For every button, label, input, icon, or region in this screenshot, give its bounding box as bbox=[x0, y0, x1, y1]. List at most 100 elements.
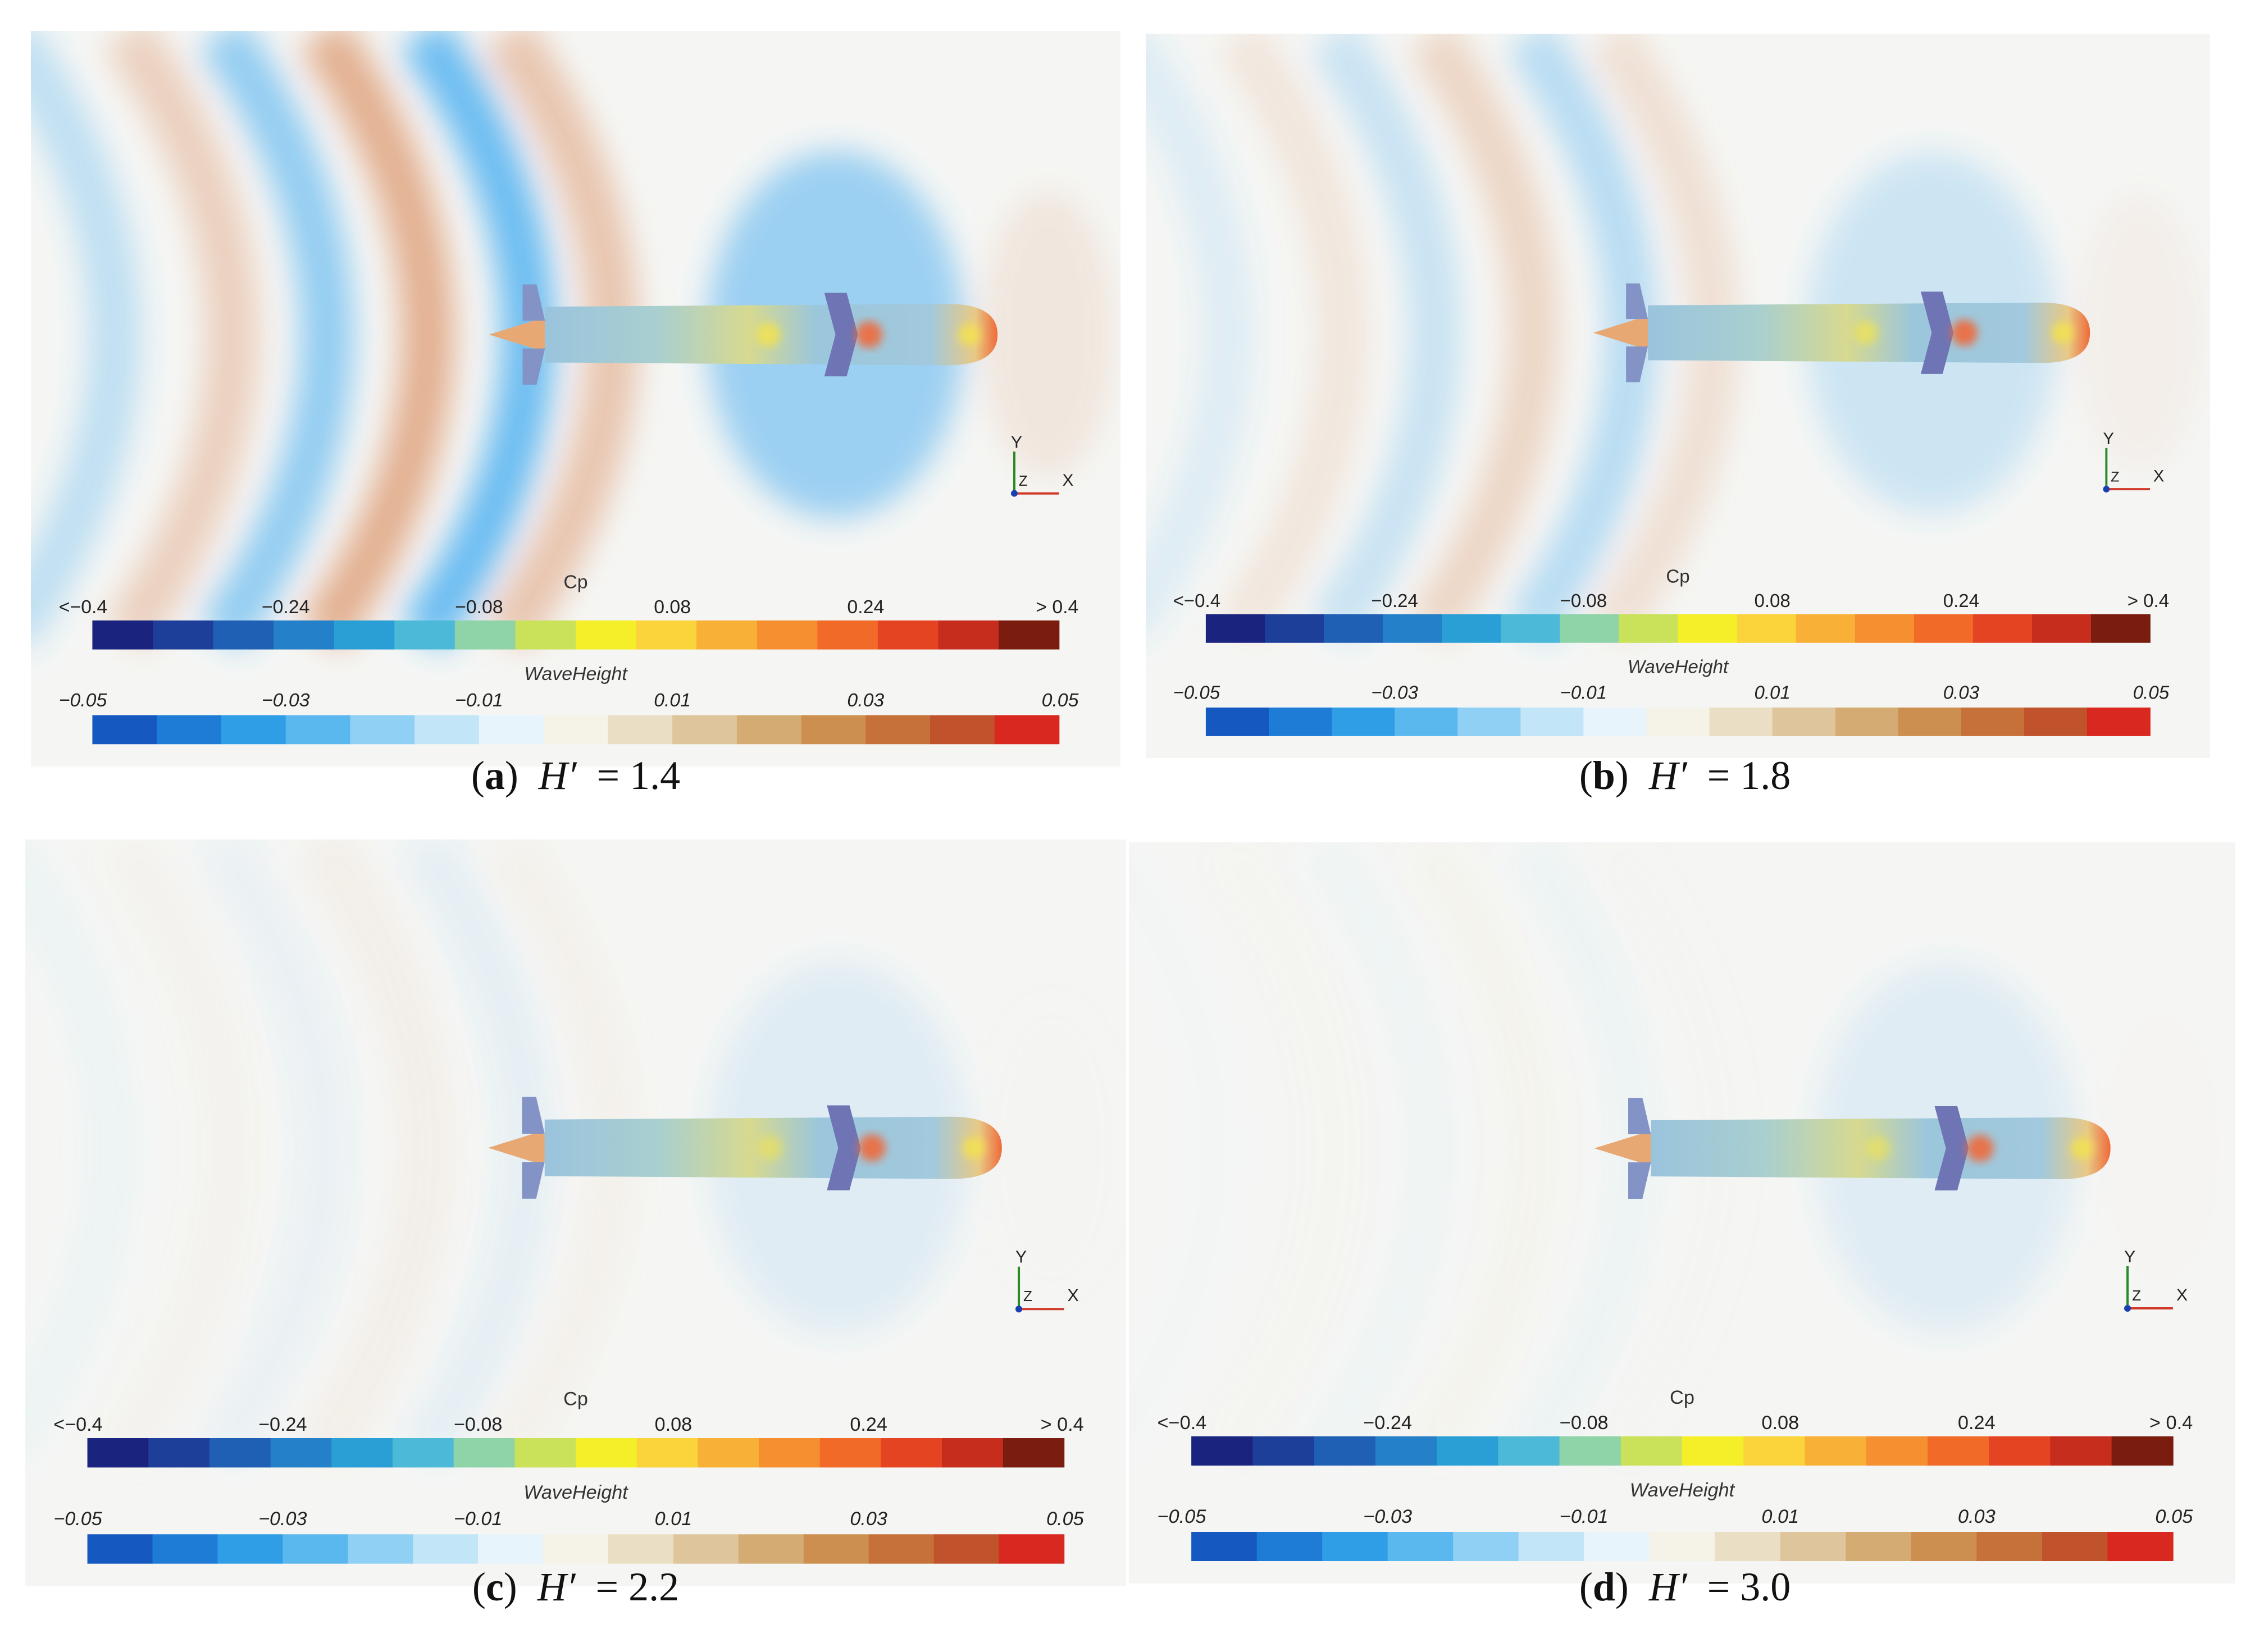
cp-colorbar-swatch bbox=[1796, 614, 1856, 643]
waveheight-tick-label: −0.05 bbox=[1158, 1506, 1207, 1527]
cp-colorbar-swatch bbox=[1559, 1436, 1621, 1466]
waveheight-colorbar-swatch bbox=[1976, 1532, 2043, 1561]
waveheight-colorbar-swatch bbox=[1646, 708, 1710, 736]
submarine-body bbox=[1594, 1098, 2111, 1199]
submarine-body bbox=[488, 1097, 1002, 1199]
waveheight-colorbar-swatch bbox=[673, 1534, 739, 1564]
axis-triad: Y Z X bbox=[2124, 1248, 2188, 1312]
cp-colorbar-swatch bbox=[1855, 614, 1915, 643]
waveheight-colorbar-swatch bbox=[608, 715, 673, 745]
cp-colorbar-swatch bbox=[515, 620, 576, 650]
caption-letter: d bbox=[1592, 1564, 1615, 1609]
cp-colorbar-swatch bbox=[1324, 614, 1383, 643]
waveheight-colorbar-swatch bbox=[865, 715, 931, 745]
waveheight-colorbar: WaveHeight −0.05 −0.03 −0.01 0.01 0.03 0.05 bbox=[59, 663, 1079, 745]
cp-tick-label: <−0.4 bbox=[1158, 1412, 1207, 1434]
panel-caption-b: (b) H′ = 1.8 bbox=[1579, 753, 1791, 798]
waveheight-colorbar-swatch bbox=[1453, 1532, 1519, 1561]
waveheight-colorbar-swatch bbox=[1649, 1532, 1716, 1561]
waveheight-colorbar-swatch bbox=[1846, 1532, 1912, 1561]
submarine-body bbox=[489, 284, 998, 385]
cp-colorbar-swatch bbox=[881, 1438, 942, 1468]
waveheight-colorbar-swatch bbox=[1268, 708, 1332, 736]
cp-tick-label: > 0.4 bbox=[1036, 596, 1078, 618]
waveheight-tick-label: −0.03 bbox=[262, 690, 310, 711]
cp-colorbar: Cp <−0.4 −0.24 −0.08 0.08 0.24 > 0.4 bbox=[59, 571, 1078, 650]
cp-colorbar-swatch bbox=[392, 1438, 454, 1468]
panel-c: Y Z X Cp <−0.4 −0.24 −0.08 0.08 0.24 > 0.4 WaveHei… bbox=[25, 839, 1126, 1586]
cp-colorbar-swatch bbox=[938, 620, 999, 650]
waveheight-tick-label: 0.01 bbox=[1754, 682, 1790, 703]
cp-colorbar-swatch bbox=[2091, 614, 2151, 643]
waveheight-colorbar-swatch bbox=[1715, 1532, 1781, 1561]
cp-tick-label: −0.24 bbox=[1363, 1412, 1412, 1434]
submarine-body bbox=[1593, 283, 2090, 382]
waveheight-colorbar-swatch bbox=[283, 1534, 349, 1564]
cp-colorbar-swatch bbox=[1205, 614, 1265, 643]
cp-tick-label: −0.08 bbox=[1560, 591, 1607, 611]
x-axis-label: X bbox=[1063, 471, 1074, 490]
waveheight-tick-label: −0.03 bbox=[1363, 1506, 1412, 1527]
cp-colorbar-swatch bbox=[1866, 1436, 1928, 1466]
cp-colorbar-swatch bbox=[1375, 1436, 1437, 1466]
waveheight-colorbar-swatch bbox=[414, 715, 480, 745]
cp-colorbar-swatch bbox=[454, 620, 516, 650]
cp-colorbar-swatch bbox=[998, 620, 1060, 650]
waveheight-colorbar-swatch bbox=[479, 715, 544, 745]
cp-colorbar-swatch bbox=[636, 1438, 699, 1468]
caption-hprime: H′ bbox=[1648, 1564, 1687, 1609]
cp-colorbar-swatch bbox=[2050, 1436, 2112, 1466]
cp-colorbar-swatch bbox=[453, 1438, 516, 1468]
cp-tick-label: <−0.4 bbox=[53, 1414, 102, 1435]
z-axis-label: Z bbox=[2111, 469, 2119, 485]
cp-colorbar-swatch bbox=[696, 620, 758, 650]
cp-colorbar-swatch bbox=[877, 620, 939, 650]
waveheight-colorbar-swatch bbox=[801, 715, 867, 745]
cp-colorbar-swatch bbox=[87, 1438, 149, 1468]
caption-hprime: H′ bbox=[1648, 753, 1687, 798]
waveheight-colorbar-title: WaveHeight bbox=[524, 663, 628, 684]
waveheight-colorbar-swatch bbox=[285, 715, 351, 745]
waveheight-colorbar-swatch bbox=[608, 1534, 674, 1564]
y-axis-label: Y bbox=[2103, 430, 2114, 448]
cp-colorbar-swatch bbox=[92, 620, 153, 650]
caption-letter: b bbox=[1592, 753, 1615, 798]
caption-value: 1.8 bbox=[1740, 753, 1791, 798]
cp-tick-label: 0.08 bbox=[1761, 1412, 1799, 1434]
waveheight-colorbar-swatch bbox=[87, 1534, 153, 1564]
waveheight-colorbar-swatch bbox=[1322, 1532, 1388, 1561]
caption-value: 3.0 bbox=[1740, 1564, 1791, 1609]
cp-colorbar-swatch bbox=[1003, 1438, 1065, 1468]
waveheight-tick-label: −0.01 bbox=[1560, 1506, 1609, 1527]
cp-colorbar-swatch bbox=[757, 620, 818, 650]
waveheight-colorbar: WaveHeight −0.05 −0.03 −0.01 0.01 0.03 0.05 bbox=[53, 1482, 1085, 1564]
cp-tick-label: −0.08 bbox=[455, 596, 503, 618]
z-axis-label: Z bbox=[2132, 1287, 2141, 1304]
waveheight-tick-label: −0.03 bbox=[258, 1508, 307, 1530]
x-axis-label: X bbox=[2153, 467, 2164, 485]
cp-colorbar-swatch bbox=[1972, 614, 2033, 643]
waveheight-colorbar-swatch bbox=[930, 715, 995, 745]
caption-value: 1.4 bbox=[630, 753, 681, 798]
waveheight-colorbar-swatch bbox=[1457, 708, 1521, 736]
x-axis-label: X bbox=[2176, 1286, 2188, 1304]
y-axis-label: Y bbox=[1011, 433, 1022, 451]
waveheight-tick-label: 0.01 bbox=[655, 1508, 692, 1530]
cp-tick-label: −0.08 bbox=[1560, 1412, 1609, 1434]
cp-colorbar-swatch bbox=[334, 620, 395, 650]
cp-colorbar-swatch bbox=[942, 1438, 1004, 1468]
cp-colorbar-swatch bbox=[759, 1438, 821, 1468]
cp-colorbar-swatch bbox=[576, 1438, 637, 1468]
contour-plot-a: Y Z X Cp <−0.4 −0.24 −0.08 0.08 0.24 > 0.4 WaveHei… bbox=[31, 31, 1120, 766]
cp-colorbar-swatch bbox=[1914, 614, 1974, 643]
waveheight-colorbar-title: WaveHeight bbox=[1628, 656, 1729, 677]
waveheight-colorbar-swatch bbox=[736, 715, 802, 745]
caption-value: 2.2 bbox=[628, 1564, 680, 1609]
waveheight-colorbar-swatch bbox=[157, 715, 222, 745]
waveheight-colorbar-swatch bbox=[672, 715, 737, 745]
cp-colorbar-swatch bbox=[1619, 614, 1679, 643]
cp-colorbar-swatch bbox=[2111, 1436, 2174, 1466]
cp-colorbar-swatch bbox=[213, 620, 274, 650]
cp-colorbar-swatch bbox=[1498, 1436, 1560, 1466]
z-axis-label: Z bbox=[1023, 1288, 1032, 1304]
